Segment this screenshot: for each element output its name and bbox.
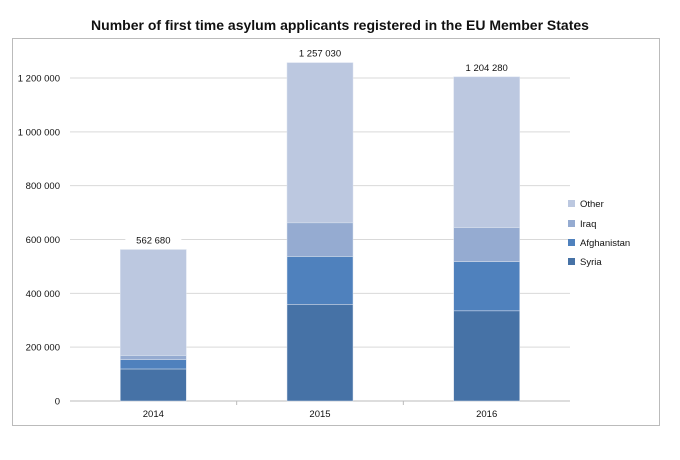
data-label-bg: [292, 47, 348, 60]
bar-syria-2014: [120, 368, 187, 402]
bar-other-2015: [286, 62, 354, 224]
legend-label-afghanistan: Afghanistan: [580, 238, 630, 249]
bar-other-2016: [453, 76, 520, 228]
chart-title: Number of first time asylum applicants r…: [91, 17, 589, 33]
y-tick-label: 1 000 000: [18, 127, 60, 138]
x-tick-label: 2016: [476, 409, 497, 420]
total-label: 1 204 280: [466, 63, 508, 74]
legend-label-other: Other: [580, 199, 604, 210]
bar-iraq-2016: [453, 227, 520, 262]
data-label-bg: [125, 234, 182, 247]
bar-iraq-2014: [120, 355, 187, 360]
chart-frame: [12, 38, 660, 426]
y-tick-label: 600 000: [26, 235, 60, 246]
legend-swatch-iraq: [568, 220, 575, 227]
y-tick-label: 1 200 000: [18, 74, 60, 85]
y-tick-label: 0: [55, 397, 60, 408]
x-tick-label: 2014: [143, 409, 164, 420]
bar-afghanistan-2015: [286, 256, 354, 305]
bar-syria-2015: [286, 304, 354, 402]
bar-other-2014: [120, 249, 187, 356]
bar-iraq-2015: [286, 222, 354, 257]
y-tick-label: 200 000: [26, 343, 60, 354]
y-tick-label: 400 000: [26, 289, 60, 300]
data-label-bg: [458, 61, 515, 74]
legend-swatch-syria: [568, 258, 575, 265]
legend-label-syria: Syria: [580, 257, 602, 268]
legend-label-iraq: Iraq: [580, 219, 596, 230]
legend-swatch-afghanistan: [568, 239, 575, 246]
bar-syria-2016: [453, 310, 520, 402]
y-tick-label: 800 000: [26, 181, 60, 192]
legend-swatch-other: [568, 200, 575, 207]
bar-afghanistan-2016: [453, 261, 520, 312]
bar-afghanistan-2014: [120, 359, 187, 370]
total-label: 562 680: [136, 236, 170, 247]
total-label: 1 257 030: [299, 49, 341, 60]
x-tick-label: 2015: [309, 409, 330, 420]
